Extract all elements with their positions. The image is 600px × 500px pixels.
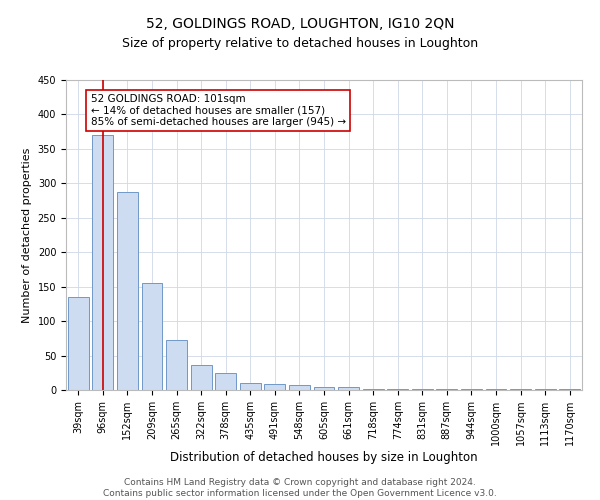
Bar bbox=[314, 387, 334, 390]
Bar bbox=[338, 387, 359, 390]
Text: 52 GOLDINGS ROAD: 101sqm
← 14% of detached houses are smaller (157)
85% of semi-: 52 GOLDINGS ROAD: 101sqm ← 14% of detach… bbox=[91, 94, 346, 127]
Bar bbox=[559, 388, 580, 390]
Bar bbox=[436, 388, 457, 390]
Bar bbox=[142, 283, 163, 390]
Text: 52, GOLDINGS ROAD, LOUGHTON, IG10 2QN: 52, GOLDINGS ROAD, LOUGHTON, IG10 2QN bbox=[146, 18, 454, 32]
Y-axis label: Number of detached properties: Number of detached properties bbox=[22, 148, 32, 322]
Bar bbox=[362, 388, 383, 390]
X-axis label: Distribution of detached houses by size in Loughton: Distribution of detached houses by size … bbox=[170, 451, 478, 464]
Bar bbox=[412, 388, 433, 390]
Bar bbox=[68, 297, 89, 390]
Text: Contains HM Land Registry data © Crown copyright and database right 2024.
Contai: Contains HM Land Registry data © Crown c… bbox=[103, 478, 497, 498]
Bar bbox=[289, 385, 310, 390]
Bar bbox=[265, 384, 286, 390]
Bar bbox=[215, 373, 236, 390]
Bar bbox=[117, 192, 138, 390]
Text: Size of property relative to detached houses in Loughton: Size of property relative to detached ho… bbox=[122, 38, 478, 51]
Bar bbox=[240, 383, 261, 390]
Bar bbox=[535, 388, 556, 390]
Bar bbox=[387, 388, 408, 390]
Bar bbox=[510, 388, 531, 390]
Bar bbox=[461, 388, 482, 390]
Bar bbox=[191, 365, 212, 390]
Bar bbox=[92, 135, 113, 390]
Bar bbox=[485, 388, 506, 390]
Bar bbox=[166, 340, 187, 390]
